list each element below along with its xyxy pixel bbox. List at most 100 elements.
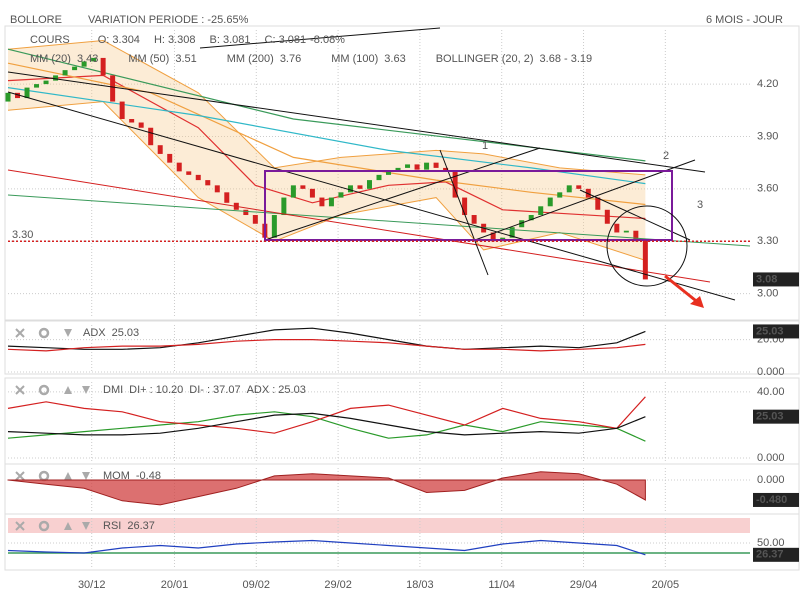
candle [15,92,21,99]
close-icon [15,471,25,481]
candle [300,185,306,189]
candle [129,119,135,123]
last-value-box [753,492,799,507]
candle [462,197,468,216]
legend-value: 3.43 [77,53,98,65]
legend-change: -8.08% [310,34,345,46]
candle [176,162,182,172]
legend-name: MM (20) [30,53,71,65]
candle [5,92,11,102]
x-tick-label: 11/04 [488,579,515,591]
indicator-title: RSI [103,520,121,532]
candle [319,197,325,207]
candle [100,57,106,76]
indicator-line [7,412,646,436]
x-tick-label: 29/04 [570,579,598,591]
candle [309,188,315,198]
candle [119,101,125,120]
candle [576,185,582,189]
x-tick-label: 18/03 [406,579,434,591]
move-up-icon [64,522,72,530]
candle [281,197,287,216]
y-tick-label: 0.000 [757,474,785,486]
candle [43,80,49,85]
x-tick-label: 09/02 [243,579,271,591]
candle [338,192,344,198]
candle [547,197,553,207]
move-down-icon [82,522,90,530]
close-icon [15,385,25,395]
candle [528,215,534,221]
indicator-line [7,396,646,434]
legend-high: H: 3.308 [154,34,196,46]
move-down-icon [82,472,90,480]
y-tick-label: 40.00 [757,386,785,398]
indicator-line [7,539,646,556]
moving-average [7,62,646,206]
trend-line [7,194,751,247]
candle [328,197,334,207]
indicator-title: DMI [103,384,123,396]
move-up-icon [64,472,72,480]
drawings [7,27,751,308]
y-tick-label: 3.90 [757,130,778,142]
candle [433,162,439,168]
candle [224,192,230,203]
candle [110,75,116,102]
legend-name: MM (200) [227,53,274,65]
last-value-box [753,272,799,287]
candle [414,164,420,170]
trend-line [199,27,441,49]
y-tick-label: 3.60 [757,183,778,195]
legend-name: MM (100) [331,53,378,65]
candle [271,215,277,238]
arrow [664,274,701,306]
candle [357,185,363,189]
trend-line [474,159,696,241]
candle [34,84,40,88]
indicator-area [7,471,646,506]
settings-icon [38,520,50,532]
moving-average [7,74,646,220]
candle [386,171,392,175]
x-tick-label: 29/02 [324,579,352,591]
candle [243,209,249,216]
legend-value: 3.63 [384,53,405,65]
legend-value: 37.07 [213,384,241,396]
y-tick-label: 50.00 [757,537,785,549]
indicator-line [7,339,646,352]
candle [347,185,353,193]
candle [148,127,154,146]
arrow-head [690,296,704,308]
indicator-value: 25.03 [112,327,140,339]
candle [366,180,372,189]
candle [186,171,192,175]
trend-line [7,71,706,173]
candle [452,171,458,198]
candle [252,215,258,224]
move-up-icon [64,386,72,394]
candle [633,230,639,242]
candle [24,87,30,99]
candle [290,185,296,198]
settings-icon [38,327,50,339]
last-value-box [753,324,799,339]
legend-cours: COURS [30,34,70,46]
legend-value: 3.68 - 3.19 [540,53,593,65]
trend-line [7,91,736,301]
last-value-label: 25.03 [756,411,784,423]
candle [623,230,629,233]
candle [138,122,144,128]
candle [471,215,477,224]
candle [614,223,620,233]
candle [376,174,382,181]
legend-name: DI+ : [129,384,153,396]
candle [405,164,411,168]
last-value-label: 26.37 [756,549,784,561]
overbought-band [8,518,750,533]
candle [53,75,59,81]
annotation: 2 [663,150,669,162]
indicator-value: 26.37 [127,520,155,532]
last-value-label: 3.08 [756,273,777,285]
